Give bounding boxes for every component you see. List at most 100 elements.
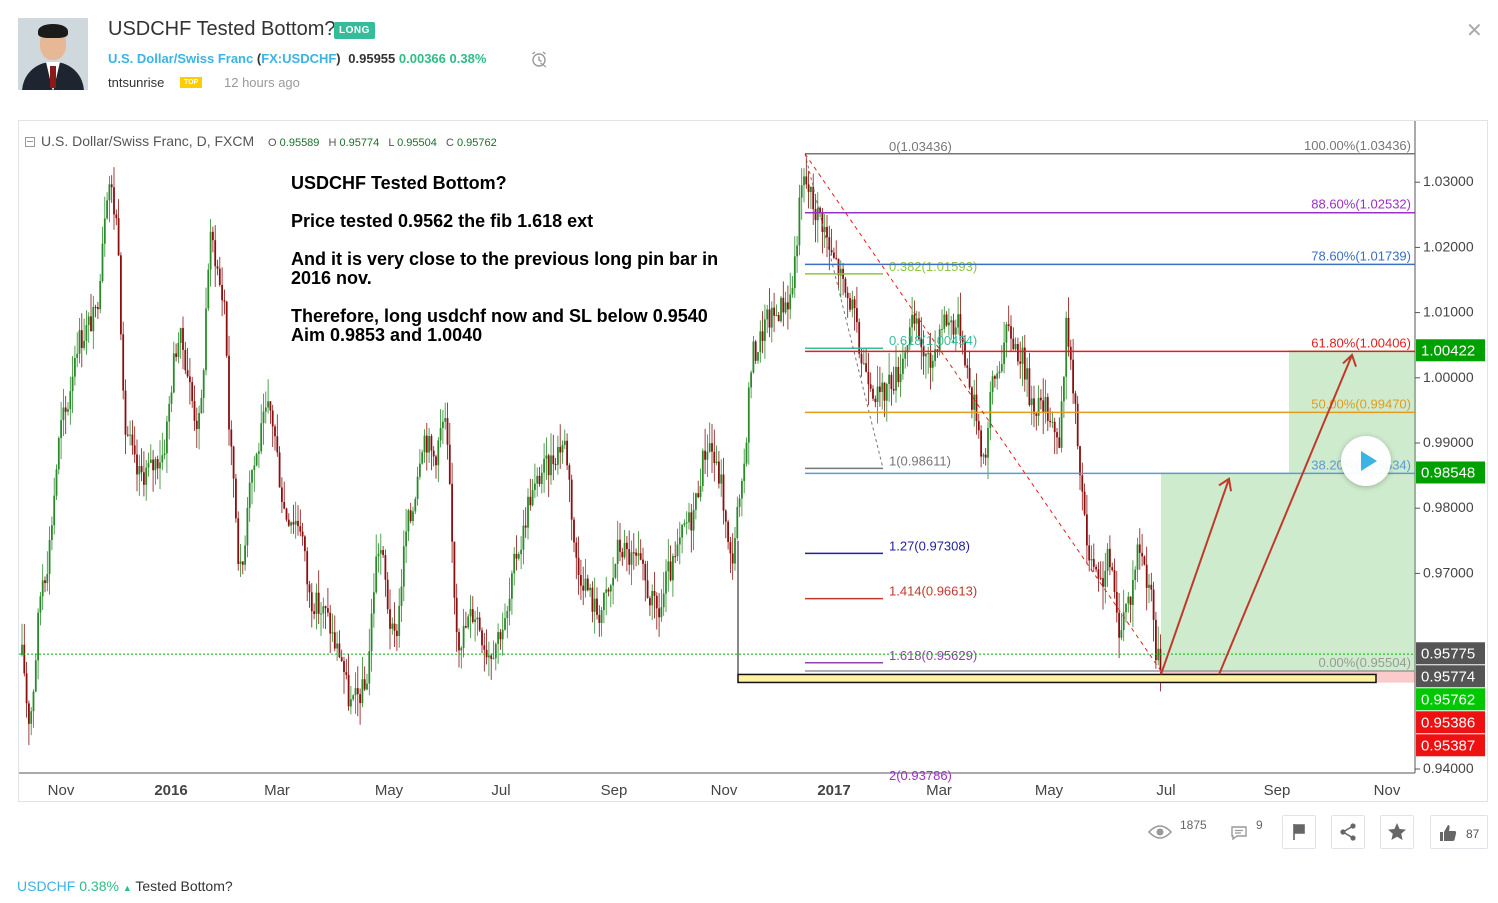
- candle-body: [713, 451, 716, 464]
- candle-body: [260, 423, 263, 452]
- candle-body: [274, 426, 276, 437]
- footer-symbol[interactable]: USDCHF: [17, 878, 76, 894]
- price-chart[interactable]: 1.03000 1.02000 1.01000 1.00000 0.99000 0.980…: [19, 121, 1489, 803]
- candle-body: [1007, 324, 1010, 327]
- candle-body: [954, 327, 957, 335]
- instrument-name-link[interactable]: U.S. Dollar/Swiss Franc: [108, 51, 254, 66]
- candle-body: [770, 307, 773, 328]
- candle-body: [310, 592, 313, 612]
- candle-body: [230, 429, 233, 447]
- candle-body: [874, 398, 877, 403]
- candle-body: [1044, 396, 1047, 413]
- candle-body: [688, 512, 690, 523]
- like-button[interactable]: 87: [1430, 815, 1488, 849]
- candle-body: [589, 587, 591, 591]
- candle-body: [409, 510, 412, 522]
- candle-body: [373, 592, 375, 614]
- candle-body: [448, 444, 451, 484]
- candle-body: [899, 373, 902, 383]
- candle-body: [931, 360, 934, 368]
- candle-body: [554, 464, 557, 466]
- candle-body: [658, 608, 660, 618]
- candle-body: [492, 658, 495, 660]
- favorite-button[interactable]: [1380, 815, 1414, 849]
- candle-body: [1115, 591, 1118, 613]
- candle-body: [826, 226, 828, 238]
- author-name-link[interactable]: tntsunrise: [108, 75, 165, 90]
- instrument-ticker-link[interactable]: FX:USDCHF: [261, 51, 337, 66]
- candle-body: [99, 280, 102, 310]
- candle-body: [559, 446, 562, 453]
- candle-body: [46, 574, 49, 584]
- candle-body: [292, 522, 295, 525]
- candle-body: [750, 372, 752, 388]
- candle-body: [322, 606, 325, 614]
- candle-body: [1012, 338, 1015, 350]
- candle-body: [1106, 548, 1109, 571]
- candle-body: [175, 353, 177, 357]
- candle-body: [301, 531, 304, 537]
- candle-body: [94, 306, 97, 308]
- candle-body: [660, 607, 663, 618]
- candle-body: [881, 382, 884, 393]
- candle-body: [911, 314, 913, 328]
- candle-body: [451, 483, 453, 542]
- candle-body: [543, 458, 545, 473]
- candle-body: [908, 327, 911, 346]
- candle-body: [97, 307, 99, 310]
- candle-body: [996, 373, 999, 379]
- symbol-line: U.S. Dollar/Swiss Franc (FX:USDCHF) 0.95…: [108, 51, 486, 66]
- candle-body: [524, 525, 527, 528]
- candle-body: [561, 444, 564, 453]
- price-tag-text: 0.95775: [1421, 645, 1475, 662]
- share-button[interactable]: [1331, 815, 1365, 849]
- candle-body: [731, 553, 734, 564]
- candle-body: [957, 314, 959, 328]
- report-flag-button[interactable]: [1282, 815, 1316, 849]
- arrow-to-target-2: [1218, 354, 1353, 675]
- candle-body: [782, 297, 785, 313]
- comments-icon[interactable]: [1231, 826, 1247, 840]
- candle-body: [888, 374, 890, 385]
- candle-body: [607, 589, 610, 592]
- x-tick-label: 2016: [154, 782, 187, 799]
- candle-body: [276, 436, 279, 453]
- candle-body: [727, 521, 729, 542]
- candle-body: [695, 493, 697, 510]
- annotation-line-1: USDCHF Tested Bottom?: [291, 173, 507, 193]
- candle-body: [338, 643, 341, 658]
- candle-body: [938, 329, 941, 351]
- candle-body: [198, 413, 200, 429]
- candle-body: [437, 440, 440, 466]
- candle-body: [527, 496, 529, 528]
- candle-body: [1083, 491, 1086, 515]
- candle-body: [350, 699, 352, 707]
- candle-body: [324, 606, 327, 609]
- candle-body: [683, 523, 686, 525]
- candle-body: [101, 243, 104, 281]
- chart-panel[interactable]: 1.03000 1.02000 1.01000 1.00000 0.99000 0.980…: [18, 120, 1488, 802]
- candle-body: [419, 463, 421, 477]
- alarm-clock-icon[interactable]: [530, 50, 548, 68]
- candle-body: [883, 382, 886, 401]
- candle-body: [853, 299, 856, 309]
- candle-body: [759, 331, 762, 353]
- candle-body: [306, 551, 309, 585]
- close-label: C: [445, 137, 454, 149]
- candle-body: [1056, 432, 1058, 438]
- footer-idea-link[interactable]: USDCHF 0.38% ▲ Tested Bottom?: [17, 878, 233, 894]
- candle-body: [251, 470, 253, 483]
- play-replay-button[interactable]: [1341, 436, 1391, 486]
- candle-body: [423, 435, 426, 453]
- candle-body: [711, 443, 713, 452]
- candle-body: [1053, 421, 1056, 433]
- candle-body: [987, 427, 989, 458]
- collapse-legend-icon[interactable]: [25, 137, 35, 147]
- candle-body: [540, 472, 543, 484]
- author-avatar[interactable]: [18, 18, 88, 90]
- candle-body: [384, 555, 387, 580]
- close-icon[interactable]: ✕: [1466, 20, 1483, 42]
- comments-count: 9: [1256, 818, 1263, 832]
- candle-body: [28, 703, 30, 724]
- candle-body: [1072, 359, 1074, 394]
